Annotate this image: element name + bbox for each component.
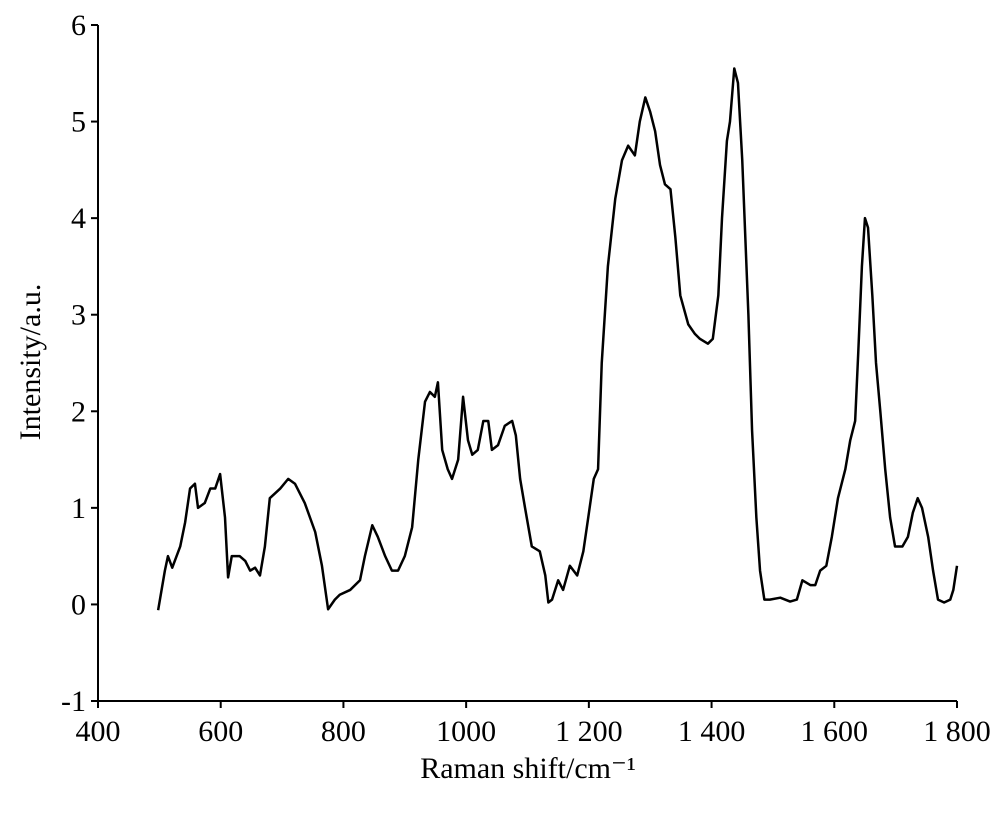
x-tick-label: 1 200 xyxy=(555,715,623,748)
y-tick-label: 1 xyxy=(71,492,86,525)
x-axis-label: Raman shift/cm⁻¹ xyxy=(420,752,636,785)
y-tick-label: 0 xyxy=(71,588,86,621)
spectrum-line xyxy=(156,67,959,611)
y-tick-label: 4 xyxy=(71,202,86,235)
x-tick-label: 1000 xyxy=(436,715,496,748)
y-tick-label: 6 xyxy=(71,9,86,42)
y-axis-label: Intensity/a.u. xyxy=(14,284,47,441)
x-tick-label: 600 xyxy=(198,715,243,748)
y-tick-label: 3 xyxy=(71,299,86,332)
x-tick-label: 1 600 xyxy=(801,715,869,748)
x-tick-label: 400 xyxy=(76,715,121,748)
x-tick-label: 800 xyxy=(321,715,366,748)
y-tick-label: 2 xyxy=(71,395,86,428)
y-tick-label: 5 xyxy=(71,106,86,139)
x-tick-label: 1 800 xyxy=(923,715,991,748)
y-tick-label: -1 xyxy=(61,685,86,718)
x-tick-label: 1 400 xyxy=(678,715,746,748)
